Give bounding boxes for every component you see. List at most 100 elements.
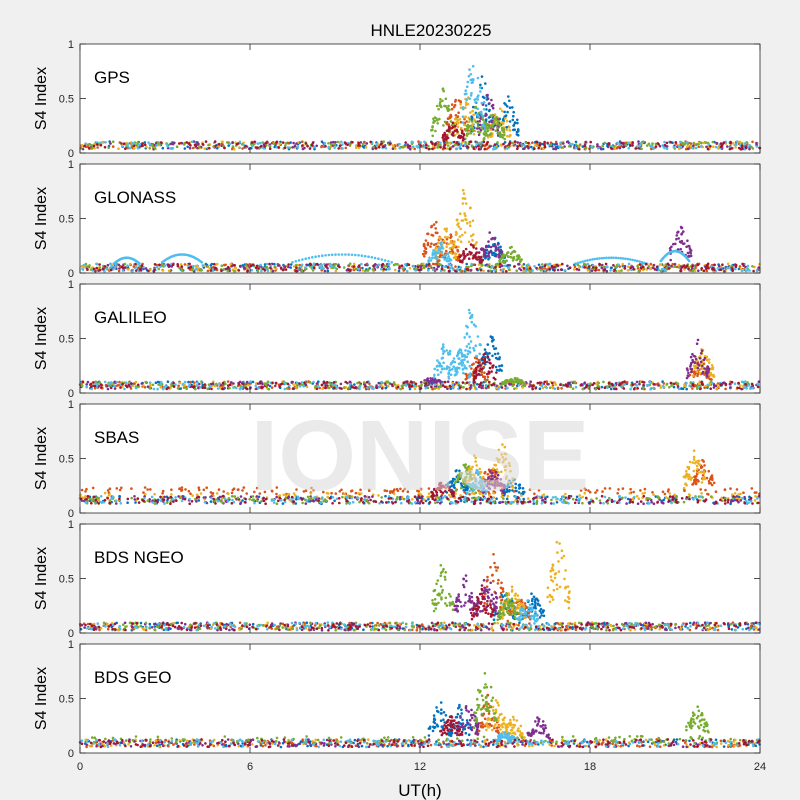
data-point bbox=[333, 146, 336, 150]
data-point bbox=[677, 144, 681, 148]
data-point bbox=[189, 380, 192, 384]
data-point bbox=[574, 146, 577, 150]
data-point bbox=[167, 263, 170, 267]
data-point bbox=[479, 268, 483, 272]
data-point bbox=[511, 106, 514, 109]
data-point bbox=[483, 125, 486, 128]
data-point bbox=[691, 358, 694, 362]
data-point bbox=[437, 251, 440, 255]
data-point bbox=[312, 380, 315, 384]
data-point bbox=[431, 262, 435, 266]
data-point bbox=[538, 266, 542, 269]
data-point bbox=[80, 143, 84, 147]
data-point bbox=[348, 262, 352, 266]
data-point bbox=[618, 146, 622, 150]
data-point bbox=[728, 147, 732, 151]
data-point bbox=[486, 353, 489, 356]
data-point bbox=[353, 383, 356, 386]
data-point bbox=[444, 97, 448, 101]
data-point bbox=[640, 147, 643, 151]
data-point bbox=[218, 382, 221, 385]
data-point bbox=[444, 249, 448, 253]
data-point bbox=[666, 262, 670, 266]
data-point bbox=[487, 257, 490, 261]
data-point bbox=[476, 335, 480, 338]
data-point bbox=[592, 266, 595, 269]
data-point bbox=[216, 387, 220, 390]
data-point bbox=[559, 383, 562, 387]
data-point bbox=[203, 147, 206, 150]
data-point bbox=[339, 382, 343, 386]
data-point bbox=[494, 365, 498, 369]
data-point bbox=[485, 108, 488, 111]
data-point bbox=[134, 262, 137, 266]
data-point bbox=[409, 380, 413, 384]
data-point bbox=[486, 97, 490, 101]
data-point bbox=[440, 250, 444, 254]
data-point bbox=[586, 262, 590, 266]
data-point bbox=[364, 385, 367, 388]
data-point bbox=[154, 381, 158, 385]
data-point bbox=[119, 386, 122, 389]
data-point bbox=[439, 104, 443, 108]
data-point bbox=[410, 140, 414, 144]
data-point bbox=[548, 143, 552, 147]
data-point bbox=[271, 269, 275, 273]
data-point bbox=[437, 361, 441, 364]
data-point bbox=[556, 268, 560, 272]
data-point bbox=[475, 113, 479, 117]
data-point bbox=[617, 263, 620, 267]
data-point bbox=[562, 142, 565, 145]
data-point bbox=[470, 144, 474, 147]
data-point bbox=[459, 103, 462, 106]
data-point bbox=[201, 142, 205, 146]
data-point bbox=[323, 141, 327, 145]
data-point bbox=[208, 385, 212, 389]
data-point bbox=[465, 85, 469, 88]
data-point bbox=[609, 269, 612, 272]
data-point bbox=[330, 253, 334, 257]
data-point bbox=[466, 325, 469, 329]
data-point bbox=[357, 267, 361, 271]
data-point bbox=[461, 381, 465, 384]
data-point bbox=[623, 267, 627, 270]
data-point bbox=[704, 371, 708, 375]
data-point bbox=[445, 147, 449, 150]
data-point bbox=[516, 128, 520, 131]
data-point bbox=[324, 254, 327, 257]
data-point bbox=[127, 268, 130, 271]
data-point bbox=[624, 143, 628, 147]
data-point bbox=[517, 383, 521, 387]
panel-title: GPS bbox=[94, 68, 130, 87]
data-point bbox=[341, 143, 344, 146]
data-point bbox=[477, 147, 481, 151]
data-point bbox=[719, 383, 722, 386]
data-point bbox=[602, 268, 606, 272]
data-point bbox=[703, 367, 706, 370]
data-point bbox=[480, 357, 484, 360]
data-point bbox=[348, 380, 352, 384]
data-point bbox=[487, 385, 490, 388]
data-point bbox=[472, 133, 476, 136]
data-point bbox=[451, 121, 455, 125]
data-point bbox=[435, 268, 439, 271]
data-point bbox=[431, 234, 435, 237]
data-point bbox=[155, 265, 159, 269]
data-point bbox=[551, 381, 554, 385]
data-point bbox=[647, 142, 651, 146]
data-point bbox=[311, 142, 315, 145]
data-point bbox=[226, 269, 230, 273]
data-point bbox=[443, 350, 446, 353]
data-point bbox=[442, 239, 446, 243]
data-point bbox=[447, 104, 450, 108]
data-point bbox=[478, 369, 481, 373]
data-point bbox=[190, 140, 194, 143]
data-point bbox=[665, 147, 669, 151]
data-point bbox=[465, 332, 469, 336]
data-point bbox=[439, 243, 443, 246]
data-point bbox=[462, 250, 465, 253]
data-point bbox=[498, 124, 502, 127]
data-point bbox=[461, 202, 465, 205]
data-point bbox=[492, 383, 496, 386]
